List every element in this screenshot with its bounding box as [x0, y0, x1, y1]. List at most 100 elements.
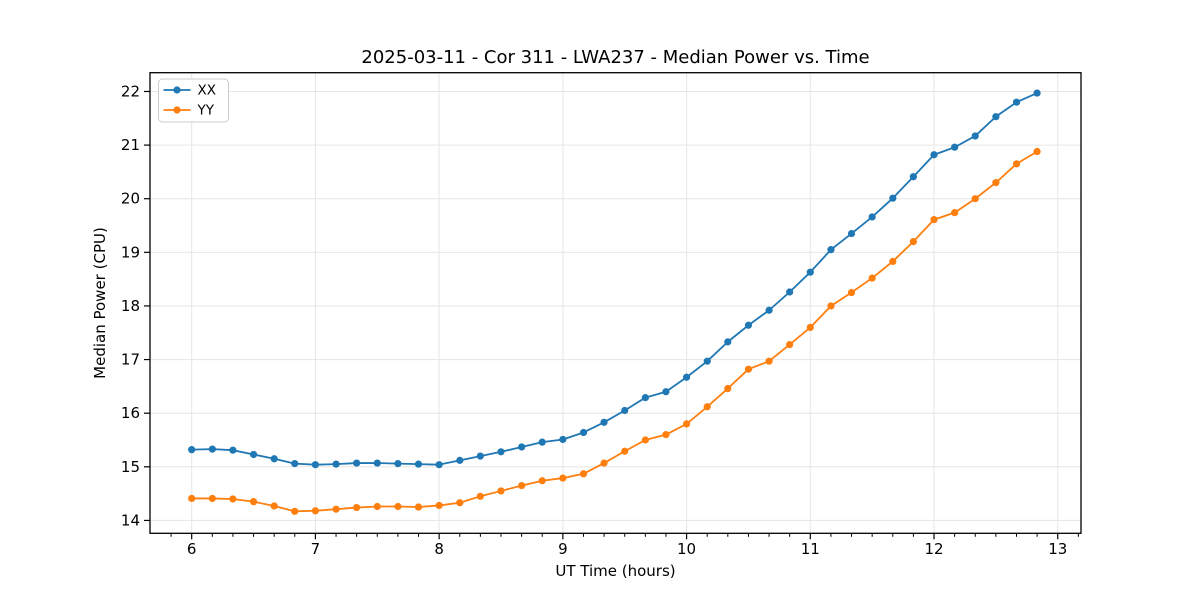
- series-XX-marker: [414, 460, 423, 468]
- series-YY-marker: [992, 179, 1000, 187]
- series-XX-marker: [291, 459, 299, 468]
- series-XX-marker: [889, 194, 897, 202]
- series-YY-marker: [435, 501, 443, 510]
- series-XX-line: [191, 92, 1038, 466]
- series-YY-marker: [930, 216, 938, 224]
- series-YY-marker: [600, 459, 608, 467]
- series-YY-marker: [229, 495, 237, 503]
- series-XX-marker: [394, 459, 402, 468]
- legend: XX YY: [158, 78, 229, 123]
- series-XX-marker: [703, 357, 711, 365]
- series-XX-marker: [641, 394, 649, 402]
- series-XX-marker: [724, 338, 732, 346]
- y-axis-label: Median Power (CPU): [91, 227, 109, 379]
- series-YY-marker: [703, 403, 711, 411]
- series-YY-marker: [724, 384, 732, 393]
- series-XX-marker: [971, 132, 979, 140]
- series-XX-marker: [868, 213, 876, 221]
- axis-ticks: 6 7 8 9 10 11 12 13 14 15 16 17 18 19 20 21 22: [121, 82, 1079, 558]
- series-XX-marker: [353, 459, 361, 467]
- x-tick-label: 6: [187, 540, 197, 558]
- series-XX-marker: [1012, 98, 1021, 106]
- series-YY-marker: [476, 492, 484, 500]
- legend-swatch-marker: [173, 106, 181, 114]
- series-XX-marker: [951, 143, 959, 151]
- series-XX-marker: [559, 435, 567, 444]
- series-XX-marker: [249, 450, 258, 459]
- series-YY-marker: [744, 365, 753, 373]
- y-tick-label: 19: [121, 243, 140, 261]
- series-YY-marker: [394, 502, 402, 511]
- series-XX-marker: [662, 388, 670, 396]
- legend-item-label: YY: [197, 103, 215, 119]
- series-XX-marker: [930, 151, 938, 159]
- series-YY-marker: [1033, 147, 1041, 156]
- series-XX-marker: [497, 448, 505, 456]
- x-axis-label: UT Time (hours): [555, 562, 675, 580]
- series-YY-marker: [249, 498, 258, 506]
- series-YY-marker: [765, 357, 773, 365]
- series-YY-marker: [621, 447, 629, 455]
- x-tick-label: 12: [924, 540, 943, 558]
- x-tick-label: 9: [558, 540, 568, 558]
- series-YY-marker: [414, 503, 423, 511]
- series-XX-marker: [682, 373, 691, 381]
- series-YY-marker: [311, 507, 320, 515]
- series-YY-marker: [373, 502, 381, 511]
- series-YY-marker: [641, 436, 649, 444]
- series-XX-marker: [909, 173, 917, 181]
- series-YY-marker: [291, 507, 299, 515]
- series-YY-marker: [786, 340, 794, 349]
- series-XX-marker: [476, 452, 484, 460]
- chart-title: 2025-03-11 - Cor 311 - LWA237 - Median P…: [361, 47, 869, 68]
- series-YY-marker: [332, 505, 340, 513]
- series-XX-marker: [538, 438, 546, 446]
- series-XX-marker: [600, 418, 608, 426]
- series-YY-marker: [353, 503, 361, 512]
- series-YY-marker: [188, 494, 196, 503]
- y-tick-label: 21: [121, 136, 140, 154]
- y-tick-label: 18: [121, 297, 140, 315]
- y-tick-label: 17: [121, 351, 140, 369]
- plot-border: [149, 72, 1082, 534]
- x-tick-label: 10: [677, 540, 696, 558]
- series-YY-marker: [806, 323, 814, 331]
- series-YY-marker: [208, 494, 216, 503]
- series-XX-marker: [579, 428, 588, 437]
- series-XX-marker: [229, 446, 237, 454]
- x-tick-label: 13: [1048, 540, 1067, 558]
- series-YY-marker: [579, 470, 588, 478]
- series-YY-marker: [827, 302, 835, 310]
- series-XX-marker: [744, 321, 753, 329]
- series-XX-marker: [270, 455, 278, 463]
- series-YY-marker: [971, 195, 979, 203]
- legend-box: [158, 78, 229, 123]
- series-YY-marker: [497, 487, 505, 495]
- x-tick-label: 7: [311, 540, 321, 558]
- series-XX-marker: [435, 461, 443, 469]
- x-tick-label: 11: [801, 540, 820, 558]
- y-tick-label: 22: [121, 82, 140, 100]
- series-YY-marker: [662, 431, 670, 439]
- x-tick-label: 8: [434, 540, 444, 558]
- y-tick-label: 16: [121, 404, 140, 422]
- series-XX-marker: [786, 288, 794, 296]
- series-XX-marker: [208, 445, 216, 453]
- y-tick-label: 15: [121, 458, 140, 476]
- series-XX-marker: [765, 306, 773, 314]
- series-YY-marker: [889, 257, 897, 266]
- series-XX-marker: [621, 406, 629, 415]
- series-YY-marker: [518, 481, 526, 490]
- y-tick-label: 14: [121, 511, 140, 529]
- data-series: [188, 89, 1041, 515]
- series-YY-line: [191, 150, 1038, 513]
- series-XX-marker: [847, 229, 856, 238]
- legend-swatch-marker: [173, 86, 181, 94]
- series-YY-marker: [456, 499, 464, 507]
- series-YY-marker: [909, 238, 917, 246]
- series-XX-marker: [1033, 89, 1041, 97]
- series-YY-marker: [1012, 160, 1021, 168]
- series-YY-marker: [682, 420, 691, 428]
- series-XX-marker: [332, 460, 340, 468]
